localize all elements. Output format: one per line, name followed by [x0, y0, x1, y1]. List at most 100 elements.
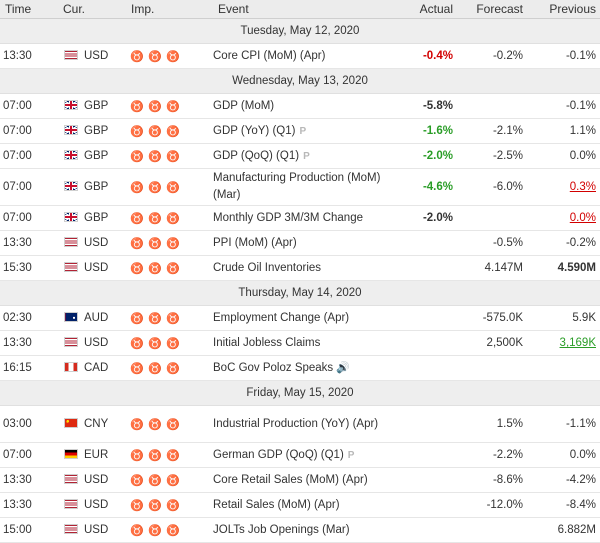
- event-previous: 0.0%: [527, 205, 600, 231]
- event-time: 07:00: [0, 168, 58, 206]
- event-currency: USD: [84, 50, 109, 62]
- event-currency: GBP: [84, 181, 109, 193]
- event-previous: -4.2%: [527, 467, 600, 493]
- day-date: Wednesday, May 13, 2020: [0, 68, 600, 94]
- event-name[interactable]: Crude Oil Inventories: [213, 261, 322, 274]
- event-row[interactable]: 07:00 GBP ♉ ♉ ♉ GDP (YoY) (Q1) P -1.6% -2.1% 1.1%: [0, 118, 600, 144]
- day-date: Thursday, May 14, 2020: [0, 280, 600, 306]
- event-importance: ♉ ♉ ♉: [126, 168, 213, 206]
- event-name-cell: GDP (QoQ) (Q1) P: [213, 143, 400, 169]
- bull-icon: ♉: [166, 212, 180, 225]
- col-header-importance[interactable]: Imp.: [126, 0, 213, 19]
- event-row[interactable]: 13:30 USD ♉ ♉ ♉ Initial Jobless Claims 2,500K 3…: [0, 330, 600, 356]
- bull-icon: ♉: [130, 237, 144, 250]
- event-row[interactable]: 15:00 USD ♉ ♉ ♉ JOLTs Job Openings (Mar) 6.882…: [0, 517, 600, 543]
- event-time: 07:00: [0, 143, 58, 169]
- event-name[interactable]: Core Retail Sales (MoM) (Apr): [213, 473, 368, 486]
- event-name[interactable]: Employment Change (Apr): [213, 311, 350, 324]
- event-row[interactable]: 13:30 USD ♉ ♉ ♉ Core Retail Sales (MoM) (Apr)…: [0, 467, 600, 493]
- bull-icon: ♉: [148, 181, 162, 194]
- event-name[interactable]: GDP (MoM): [213, 99, 275, 112]
- event-row[interactable]: 13:30 USD ♉ ♉ ♉ Retail Sales (MoM) (Apr) -12.0…: [0, 492, 600, 518]
- event-previous: 6.882M: [527, 517, 600, 543]
- event-previous-value[interactable]: 3,169K: [559, 337, 596, 349]
- event-actual: [400, 405, 457, 443]
- event-forecast: -2.1%: [457, 118, 527, 144]
- event-name-cell: Industrial Production (YoY) (Apr): [213, 405, 400, 443]
- col-header-time[interactable]: Time: [0, 0, 58, 19]
- event-previous: 3,169K: [527, 330, 600, 356]
- event-row[interactable]: 07:00 EUR ♉ ♉ ♉ German GDP (QoQ) (Q1) P -2.2% 0.…: [0, 442, 600, 468]
- event-previous-value: 4.590M: [557, 262, 596, 274]
- event-currency: AUD: [84, 312, 109, 324]
- event-previous: -8.4%: [527, 492, 600, 518]
- event-currency: USD: [84, 237, 109, 249]
- event-previous-value: -1.1%: [565, 418, 596, 430]
- calendar-body: Tuesday, May 12, 2020 13:30 USD ♉ ♉ ♉ Core CPI…: [0, 18, 600, 543]
- event-name[interactable]: Retail Sales (MoM) (Apr): [213, 498, 340, 511]
- event-row[interactable]: 07:00 GBP ♉ ♉ ♉ GDP (MoM) -5.8% -0.1%: [0, 93, 600, 119]
- event-previous-value: -8.4%: [565, 499, 596, 511]
- au-flag-icon: [64, 312, 78, 322]
- event-currency: USD: [84, 262, 109, 274]
- event-name-cell: Monthly GDP 3M/3M Change: [213, 205, 400, 231]
- us-flag-icon: [64, 474, 78, 484]
- ca-flag-icon: [64, 362, 78, 372]
- event-currency-cell: GBP: [58, 168, 126, 206]
- event-currency: GBP: [84, 100, 109, 112]
- us-flag-icon: [64, 337, 78, 347]
- event-time: 07:00: [0, 93, 58, 119]
- event-row[interactable]: 07:00 GBP ♉ ♉ ♉ GDP (QoQ) (Q1) P -2.0% -2.5% 0.0%: [0, 143, 600, 169]
- event-currency-cell: USD: [58, 230, 126, 256]
- bull-icon: ♉: [130, 100, 144, 113]
- col-header-event[interactable]: Event: [213, 0, 400, 19]
- event-row[interactable]: 02:30 AUD ♉ ♉ ♉ Employment Change (Apr) -575.0…: [0, 305, 600, 331]
- event-previous-value[interactable]: 0.0%: [569, 212, 596, 224]
- us-flag-icon: [64, 499, 78, 509]
- event-row[interactable]: 07:00 GBP ♉ ♉ ♉ Manufacturing Production (MoM…: [0, 168, 600, 206]
- event-row[interactable]: 15:30 USD ♉ ♉ ♉ Crude Oil Inventories 4.147M 4.…: [0, 255, 600, 281]
- event-name[interactable]: Core CPI (MoM) (Apr): [213, 49, 326, 62]
- event-time: 13:30: [0, 230, 58, 256]
- bull-icon: ♉: [166, 362, 180, 375]
- event-row[interactable]: 13:30 USD ♉ ♉ ♉ PPI (MoM) (Apr) -0.5% -0.2%: [0, 230, 600, 256]
- event-row[interactable]: 07:00 GBP ♉ ♉ ♉ Monthly GDP 3M/3M Change -2.0%…: [0, 205, 600, 231]
- event-row[interactable]: 03:00 CNY ♉ ♉ ♉ Industrial Production (YoY) (…: [0, 405, 600, 443]
- col-header-actual[interactable]: Actual: [400, 0, 457, 19]
- event-actual: [400, 255, 457, 281]
- bull-icon: ♉: [130, 449, 144, 462]
- event-previous-value[interactable]: 0.3%: [569, 181, 596, 193]
- event-name-cell: Employment Change (Apr): [213, 305, 400, 331]
- event-actual: -4.6%: [400, 168, 457, 206]
- event-name[interactable]: Initial Jobless Claims: [213, 336, 321, 349]
- bull-icon: ♉: [166, 50, 180, 63]
- col-header-previous[interactable]: Previous: [527, 0, 600, 19]
- event-name[interactable]: German GDP (QoQ) (Q1): [213, 448, 344, 461]
- event-name[interactable]: GDP (QoQ) (Q1): [213, 149, 300, 162]
- event-name[interactable]: Industrial Production (YoY) (Apr): [213, 417, 379, 430]
- col-header-currency[interactable]: Cur.: [58, 0, 126, 19]
- event-name[interactable]: Manufacturing Production (MoM) (Mar): [213, 172, 381, 201]
- event-name[interactable]: PPI (MoM) (Apr): [213, 236, 297, 249]
- event-name[interactable]: BoC Gov Poloz Speaks: [213, 361, 334, 374]
- event-name-cell: BoC Gov Poloz Speaks 🔊: [213, 355, 400, 381]
- event-previous: -1.1%: [527, 405, 600, 443]
- event-name[interactable]: JOLTs Job Openings (Mar): [213, 523, 350, 536]
- bull-icon: ♉: [148, 262, 162, 275]
- event-importance: ♉ ♉ ♉: [126, 255, 213, 281]
- de-flag-icon: [64, 449, 78, 459]
- event-forecast: 4.147M: [457, 255, 527, 281]
- event-name[interactable]: GDP (YoY) (Q1): [213, 124, 296, 137]
- event-name[interactable]: Monthly GDP 3M/3M Change: [213, 211, 363, 224]
- preliminary-badge: P: [299, 125, 307, 137]
- uk-flag-icon: [64, 150, 78, 160]
- event-row[interactable]: 13:30 USD ♉ ♉ ♉ Core CPI (MoM) (Apr) -0.4% -0.2…: [0, 43, 600, 69]
- event-previous: -0.1%: [527, 93, 600, 119]
- event-actual: -0.4%: [400, 43, 457, 69]
- event-row[interactable]: 16:15 CAD ♉ ♉ ♉ BoC Gov Poloz Speaks 🔊: [0, 355, 600, 381]
- col-header-forecast[interactable]: Forecast: [457, 0, 527, 19]
- event-forecast: [457, 93, 527, 119]
- event-currency-cell: CAD: [58, 355, 126, 381]
- event-forecast: [457, 355, 527, 381]
